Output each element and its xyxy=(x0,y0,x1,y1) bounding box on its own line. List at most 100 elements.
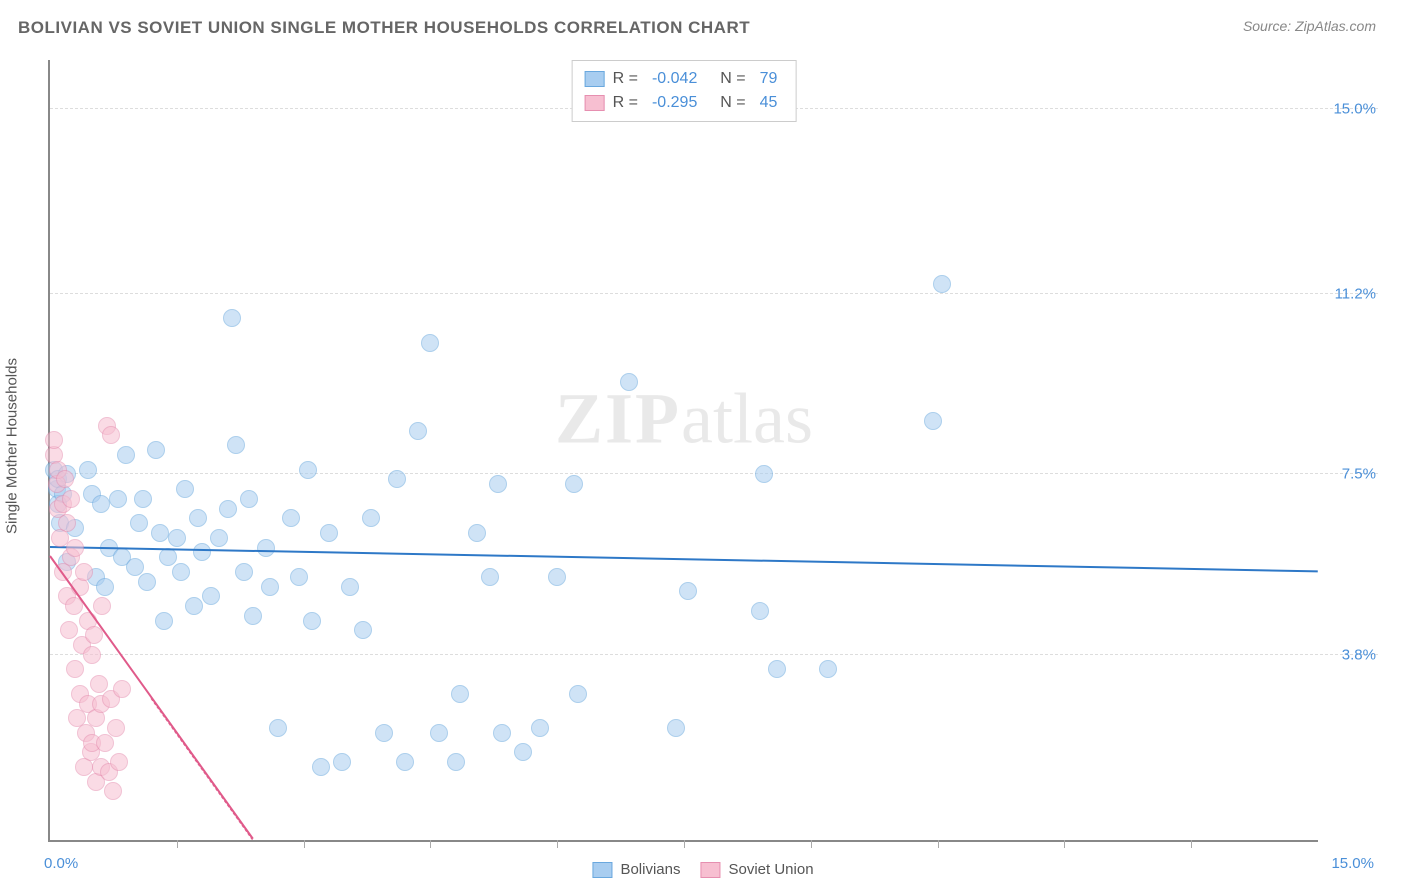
data-point xyxy=(375,724,393,742)
x-tick xyxy=(1064,840,1065,848)
data-point xyxy=(93,597,111,615)
x-tick xyxy=(811,840,812,848)
data-point xyxy=(341,578,359,596)
x-max-label: 15.0% xyxy=(1331,855,1374,872)
data-point xyxy=(83,646,101,664)
data-point xyxy=(130,514,148,532)
data-point xyxy=(269,719,287,737)
legend-item: Bolivians xyxy=(592,861,680,878)
data-point xyxy=(176,480,194,498)
chart-title: BOLIVIAN VS SOVIET UNION SINGLE MOTHER H… xyxy=(18,18,750,38)
x-tick xyxy=(1191,840,1192,848)
legend-label: Soviet Union xyxy=(728,861,813,878)
data-point xyxy=(210,529,228,547)
series-legend: Bolivians Soviet Union xyxy=(592,861,813,878)
data-point xyxy=(189,509,207,527)
data-point xyxy=(202,587,220,605)
data-point xyxy=(430,724,448,742)
data-point xyxy=(134,490,152,508)
correlation-legend: R = -0.042 N = 79R = -0.295 N = 45 xyxy=(572,60,797,122)
data-point xyxy=(565,475,583,493)
legend-swatch xyxy=(585,95,605,111)
data-point xyxy=(45,431,63,449)
plot-area: ZIPatlas R =-0.042 N =79R =-0.295 N =45 … xyxy=(48,60,1318,842)
data-point xyxy=(66,539,84,557)
data-point xyxy=(320,524,338,542)
data-point xyxy=(299,461,317,479)
gridline xyxy=(50,293,1378,294)
legend-item: Soviet Union xyxy=(700,861,813,878)
legend-stat-row: R =-0.295 N =45 xyxy=(585,91,784,115)
n-label: N = xyxy=(711,91,745,115)
data-point xyxy=(282,509,300,527)
data-point xyxy=(62,490,80,508)
x-tick xyxy=(304,840,305,848)
data-point xyxy=(66,660,84,678)
data-point xyxy=(468,524,486,542)
data-point xyxy=(58,514,76,532)
n-value: 79 xyxy=(760,67,778,91)
trend-line-dashed xyxy=(151,698,253,840)
data-point xyxy=(110,753,128,771)
legend-swatch xyxy=(585,71,605,87)
legend-stat-row: R = -0.042 N = 79 xyxy=(585,67,784,91)
data-point xyxy=(172,563,190,581)
gridline xyxy=(50,473,1378,474)
data-point xyxy=(168,529,186,547)
y-tick-label: 3.8% xyxy=(1320,646,1376,663)
y-axis-label: Single Mother Households xyxy=(4,358,21,534)
data-point xyxy=(244,607,262,625)
data-point xyxy=(113,680,131,698)
source-attribution: Source: ZipAtlas.com xyxy=(1243,18,1376,34)
n-label: N = xyxy=(711,67,745,91)
data-point xyxy=(155,612,173,630)
data-point xyxy=(620,373,638,391)
data-point xyxy=(333,753,351,771)
n-value: 45 xyxy=(760,91,778,115)
data-point xyxy=(409,422,427,440)
data-point xyxy=(751,602,769,620)
data-point xyxy=(679,582,697,600)
data-point xyxy=(138,573,156,591)
y-tick-label: 15.0% xyxy=(1320,100,1376,117)
data-point xyxy=(569,685,587,703)
data-point xyxy=(96,734,114,752)
plot-container: ZIPatlas R =-0.042 N =79R =-0.295 N =45 … xyxy=(48,60,1378,842)
data-point xyxy=(548,568,566,586)
data-point xyxy=(92,495,110,513)
y-tick-label: 7.5% xyxy=(1320,466,1376,483)
r-label: R = xyxy=(613,67,638,91)
data-point xyxy=(107,719,125,737)
data-point xyxy=(126,558,144,576)
data-point xyxy=(240,490,258,508)
data-point xyxy=(109,490,127,508)
x-tick xyxy=(938,840,939,848)
data-point xyxy=(151,524,169,542)
data-point xyxy=(362,509,380,527)
data-point xyxy=(421,334,439,352)
legend-swatch xyxy=(592,862,612,878)
data-point xyxy=(819,660,837,678)
data-point xyxy=(667,719,685,737)
data-point xyxy=(354,621,372,639)
data-point xyxy=(96,578,114,596)
watermark: ZIPatlas xyxy=(555,377,813,460)
data-point xyxy=(219,500,237,518)
x-tick xyxy=(177,840,178,848)
data-point xyxy=(102,426,120,444)
data-point xyxy=(56,470,74,488)
data-point xyxy=(60,621,78,639)
r-value: -0.295 xyxy=(652,91,697,115)
y-tick-label: 11.2% xyxy=(1320,286,1376,303)
r-value: -0.042 xyxy=(652,67,697,91)
data-point xyxy=(924,412,942,430)
x-tick xyxy=(684,840,685,848)
data-point xyxy=(493,724,511,742)
data-point xyxy=(531,719,549,737)
data-point xyxy=(396,753,414,771)
data-point xyxy=(159,548,177,566)
data-point xyxy=(447,753,465,771)
data-point xyxy=(235,563,253,581)
data-point xyxy=(147,441,165,459)
data-point xyxy=(104,782,122,800)
